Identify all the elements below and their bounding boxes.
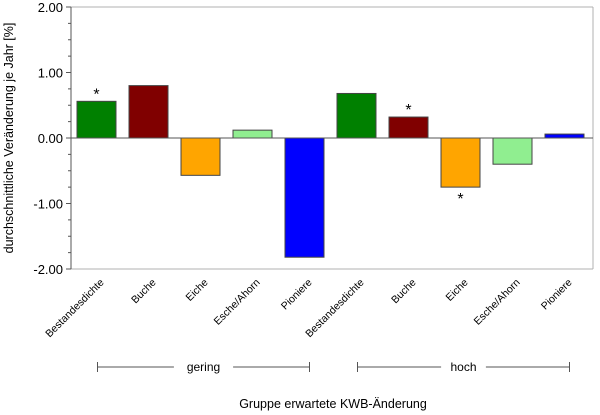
category-label: Esche/Ahorn — [212, 277, 263, 328]
category-label: Esche/Ahorn — [472, 277, 523, 328]
bar-hoch-bestandesdichte — [336, 92, 377, 139]
bar-gering-bestandesdichte — [76, 100, 117, 139]
category-label: Bestandesdichte — [43, 277, 106, 340]
y-tick-label: 0.00 — [38, 131, 63, 146]
category-label: Eiche — [444, 277, 471, 304]
group-label-hoch: hoch — [450, 360, 476, 374]
category-label: Eiche — [184, 277, 211, 304]
category-label: Buche — [389, 277, 419, 307]
significance-marker: * — [405, 102, 411, 119]
category-label: Pioniere — [539, 277, 575, 313]
bars: * * * — [71, 85, 593, 258]
bar-hoch-eiche — [440, 137, 481, 188]
category-label: Pioniere — [279, 277, 315, 313]
significance-marker: * — [93, 86, 99, 103]
y-tick-label: -2.00 — [33, 262, 63, 277]
y-tick-label: 2.00 — [38, 0, 63, 15]
significance-marker: * — [457, 191, 463, 208]
bar-gering-esche-ahorn — [232, 129, 273, 139]
bar-hoch-esche-ahorn — [492, 137, 533, 165]
group-label-gering: gering — [187, 360, 220, 374]
bar-hoch-buche — [388, 116, 429, 139]
category-label: Buche — [129, 277, 159, 307]
group-brackets: gering hoch — [97, 360, 570, 374]
y-axis-title: durchschnittliche Veränderung je Jahr [%… — [2, 23, 16, 254]
x-axis-title: Gruppe erwartete KWB-Änderung — [239, 397, 427, 411]
y-axis: 2.00 1.00 0.00 -1.00 -2.00 — [33, 0, 72, 277]
y-tick-label: 1.00 — [38, 66, 63, 81]
bar-hoch-pioniere — [544, 133, 585, 139]
bar-gering-buche — [128, 85, 169, 139]
y-tick-label: -1.00 — [33, 197, 63, 212]
bar-gering-pioniere — [284, 137, 325, 258]
category-labels: Bestandesdichte Buche Eiche Esche/Ahorn Pion… — [43, 277, 574, 340]
bar-gering-eiche — [180, 137, 221, 176]
